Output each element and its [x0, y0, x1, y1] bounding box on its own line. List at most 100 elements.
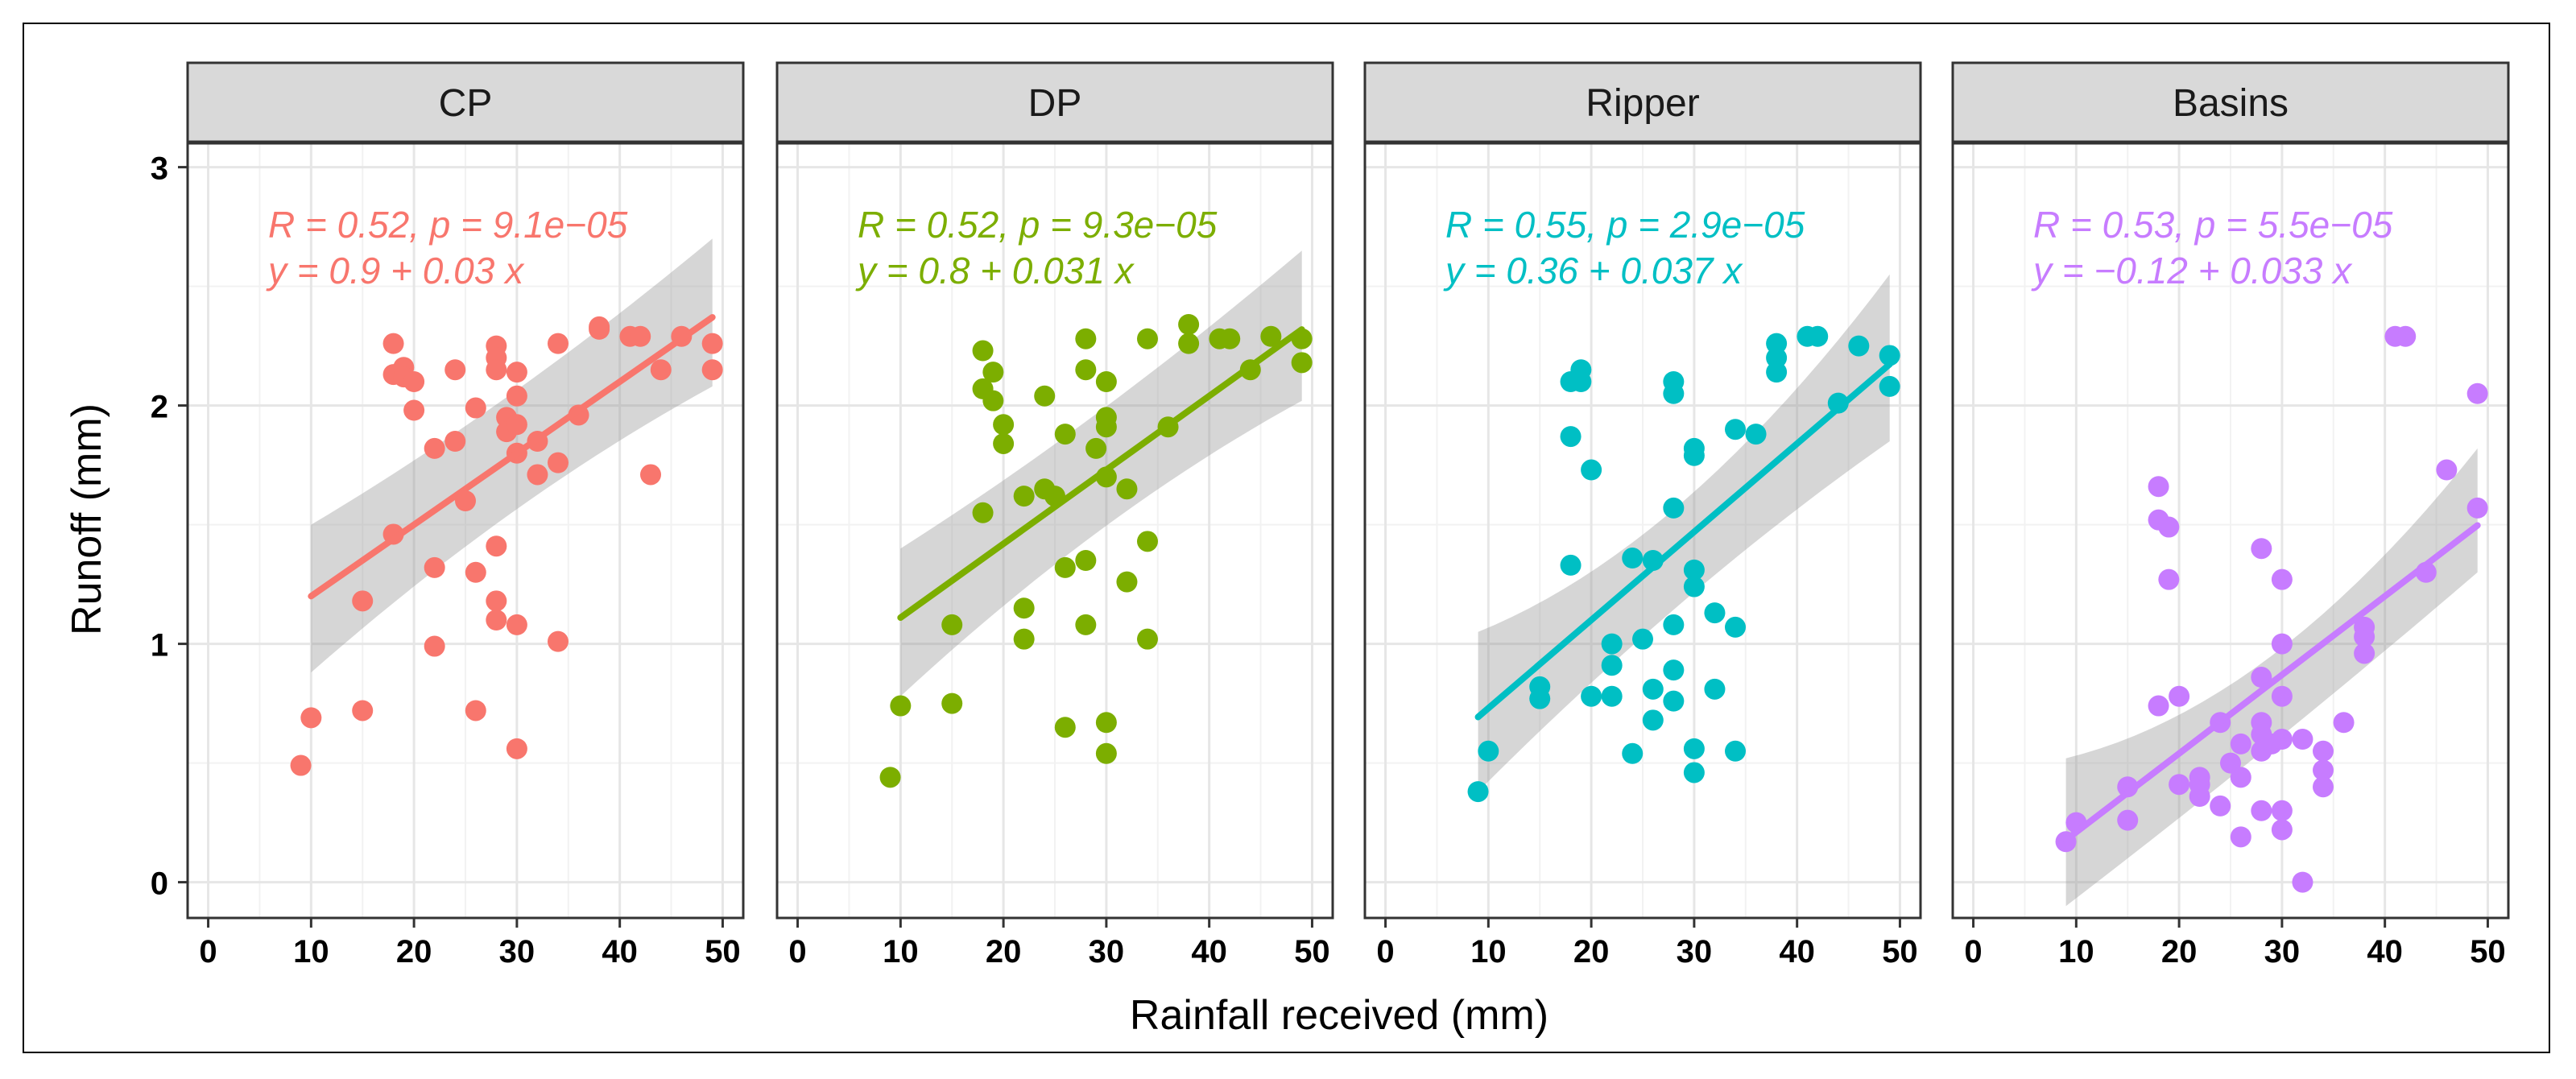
data-point [1601, 685, 1623, 707]
facet-strip [1363, 61, 1922, 143]
data-point [486, 610, 507, 630]
data-point [1827, 392, 1849, 414]
data-point [1013, 486, 1035, 507]
x-tick-label: 0 [1376, 934, 1394, 969]
x-tick-label: 40 [1191, 934, 1227, 969]
data-point [300, 707, 322, 729]
x-tick-label: 10 [883, 934, 919, 969]
data-point [1178, 313, 1200, 335]
y-tick-label: 3 [151, 151, 168, 187]
data-point [506, 414, 527, 436]
data-point [1570, 371, 1592, 392]
data-point [2251, 667, 2272, 688]
panel-cp: CP R = 0.52, p = 9.1e−05y = 0.9 + 0.03 x 0… [151, 61, 745, 969]
x-tick-label: 20 [396, 934, 432, 969]
x-tick-label: 40 [1779, 934, 1815, 969]
data-point [2354, 626, 2375, 647]
data-point [1642, 709, 1664, 731]
data-point [465, 397, 486, 419]
data-point [486, 359, 507, 381]
x-tick-label: 0 [788, 934, 806, 969]
data-point [2251, 538, 2272, 560]
data-point [941, 614, 963, 635]
data-point [352, 700, 374, 721]
data-point [982, 390, 1004, 411]
data-point [1879, 375, 1900, 397]
data-point [1879, 345, 1900, 366]
data-point [424, 635, 445, 657]
stat-equation-annotation: y = −0.12 + 0.033 x [2031, 250, 2353, 291]
panel-basins: Basins R = 0.53, p = 5.5e−05y = −0.12 + 0… [1951, 61, 2510, 969]
data-point [1725, 419, 1746, 440]
data-point [2395, 325, 2417, 347]
data-point [1013, 628, 1035, 650]
stat-equation-annotation: y = 0.36 + 0.037 x [1443, 250, 1743, 291]
data-point [1581, 459, 1602, 481]
data-point [527, 464, 548, 486]
data-point [2251, 800, 2272, 821]
data-point [2313, 740, 2334, 762]
data-point [1663, 614, 1685, 635]
panel-dp: DP R = 0.52, p = 9.3e−05y = 0.8 + 0.031 x… [775, 61, 1334, 969]
data-point [2230, 826, 2251, 848]
data-point [1622, 548, 1644, 569]
data-point [1725, 740, 1746, 762]
data-point [589, 318, 610, 340]
data-point [1219, 328, 1241, 349]
data-point [2313, 776, 2334, 798]
x-tick-label: 30 [1089, 934, 1125, 969]
x-tick-label: 40 [2367, 934, 2403, 969]
data-point [403, 371, 425, 392]
data-point [548, 630, 569, 652]
data-point [1632, 628, 1653, 650]
data-point [701, 359, 723, 381]
x-tick-label: 10 [293, 934, 329, 969]
data-point [1560, 554, 1582, 576]
x-tick-label: 20 [986, 934, 1022, 969]
x-tick-label: 40 [602, 934, 638, 969]
data-point [1467, 781, 1489, 803]
data-point [2189, 786, 2210, 808]
data-point [2158, 568, 2180, 590]
data-point [1260, 325, 1282, 347]
x-tick-label: 20 [1573, 934, 1610, 969]
data-point [2271, 568, 2293, 590]
data-point [2313, 759, 2334, 781]
data-point [2230, 767, 2251, 788]
data-point [2271, 685, 2293, 707]
data-point [1137, 628, 1158, 650]
data-point [1054, 424, 1076, 445]
data-point [1663, 690, 1685, 712]
data-point [2230, 733, 2251, 754]
data-point [465, 700, 486, 721]
data-point [548, 452, 569, 473]
data-point [1683, 559, 1705, 581]
facet-strip [1951, 61, 2510, 143]
data-point [382, 333, 404, 354]
x-tick-label: 10 [2058, 934, 2094, 969]
data-point [650, 359, 672, 381]
x-tick-label: 30 [1677, 934, 1713, 969]
data-point [1663, 497, 1685, 519]
data-point [1622, 742, 1644, 764]
data-point [640, 464, 661, 486]
stat-equation-annotation: y = 0.9 + 0.03 x [266, 250, 525, 291]
data-point [1075, 328, 1097, 349]
confidence-band [1478, 274, 1890, 792]
panel-border [186, 142, 745, 920]
data-point [993, 414, 1015, 436]
data-point [1137, 531, 1158, 552]
y-tick-label: 1 [151, 628, 168, 664]
regression-line [1474, 361, 1893, 721]
data-point [1601, 633, 1623, 655]
data-point [424, 556, 445, 578]
data-point [941, 692, 963, 714]
data-point [2271, 819, 2293, 841]
facet-strip [186, 61, 745, 143]
x-tick-label: 30 [499, 934, 535, 969]
data-point [465, 561, 486, 583]
stat-r-annotation: R = 0.52, p = 9.1e−05 [268, 204, 628, 246]
data-point [1075, 614, 1097, 635]
data-point [1054, 717, 1076, 738]
data-point [1034, 385, 1056, 407]
